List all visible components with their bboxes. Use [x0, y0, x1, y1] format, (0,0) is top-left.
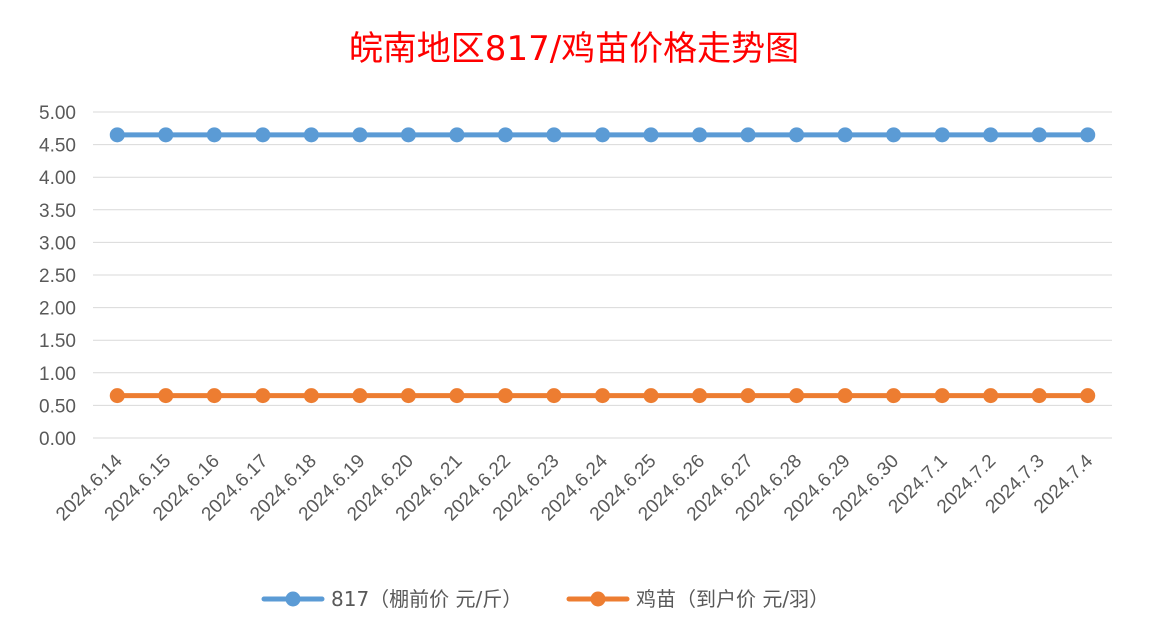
grid: [93, 111, 1112, 439]
data-point: [595, 388, 610, 404]
y-tick-label: 0.00: [39, 429, 76, 450]
data-point: [546, 388, 562, 404]
y-tick-label: 0.50: [39, 396, 76, 417]
data-point: [449, 388, 465, 404]
data-point: [303, 127, 319, 143]
y-tick-label: 2.50: [39, 266, 76, 287]
data-point: [206, 388, 222, 404]
y-axis-ticks: 0.00 0.50 1.00 1.50 2.00 2.50 3.00 3.50 4.00 4.50…: [39, 103, 76, 450]
data-point: [400, 388, 416, 404]
data-point: [255, 127, 271, 143]
y-tick-label: 3.00: [39, 233, 76, 254]
series-2: [109, 388, 1096, 404]
data-point: [934, 388, 950, 404]
data-point: [740, 388, 756, 404]
y-tick-label: 1.00: [39, 364, 76, 385]
data-point: [497, 127, 513, 143]
data-point: [692, 127, 708, 143]
y-tick-label: 5.00: [39, 103, 76, 124]
data-point: [643, 388, 659, 404]
data-point: [352, 127, 368, 143]
x-axis-ticks: 2024.6.142024.6.152024.6.162024.6.172024…: [52, 450, 1097, 525]
data-point: [255, 388, 271, 404]
data-point: [1080, 127, 1096, 143]
legend-label: 817（棚前价 元/斤）: [331, 587, 522, 611]
data-point: [158, 388, 174, 404]
legend-item: 鸡苗（到户价 元/羽）: [566, 587, 829, 611]
data-point: [1031, 127, 1047, 143]
data-point: [643, 127, 659, 143]
data-point: [837, 388, 853, 404]
data-point: [1031, 388, 1047, 404]
data-point: [595, 127, 610, 143]
series: [109, 127, 1096, 404]
data-point: [158, 127, 174, 143]
y-tick-label: 1.50: [39, 331, 76, 352]
data-point: [886, 127, 902, 143]
data-point: [1080, 388, 1096, 404]
data-point: [789, 388, 805, 404]
y-tick-label: 2.00: [39, 299, 76, 320]
data-point: [983, 127, 999, 143]
y-tick-label: 4.00: [39, 168, 76, 189]
data-point: [740, 127, 756, 143]
legend: 817（棚前价 元/斤） 鸡苗（到户价 元/羽）: [261, 587, 829, 611]
legend-label: 鸡苗（到户价 元/羽）: [636, 587, 829, 611]
y-tick-label: 3.50: [39, 201, 76, 222]
data-point: [837, 127, 853, 143]
data-point: [449, 127, 465, 143]
data-point: [934, 127, 950, 143]
data-point: [983, 388, 999, 404]
legend-marker: [590, 591, 606, 607]
data-point: [109, 388, 125, 404]
data-point: [546, 127, 562, 143]
chart-title: 皖南地区817/鸡苗价格走势图: [349, 29, 799, 69]
data-point: [206, 127, 222, 143]
data-point: [352, 388, 368, 404]
data-point: [789, 127, 805, 143]
y-tick-label: 4.50: [39, 136, 76, 157]
legend-item: 817（棚前价 元/斤）: [261, 587, 522, 611]
data-point: [109, 127, 125, 143]
data-point: [886, 388, 902, 404]
data-point: [692, 388, 708, 404]
data-point: [303, 388, 319, 404]
legend-marker: [285, 591, 301, 607]
data-point: [497, 388, 513, 404]
data-point: [400, 127, 416, 143]
series-1: [109, 127, 1096, 143]
